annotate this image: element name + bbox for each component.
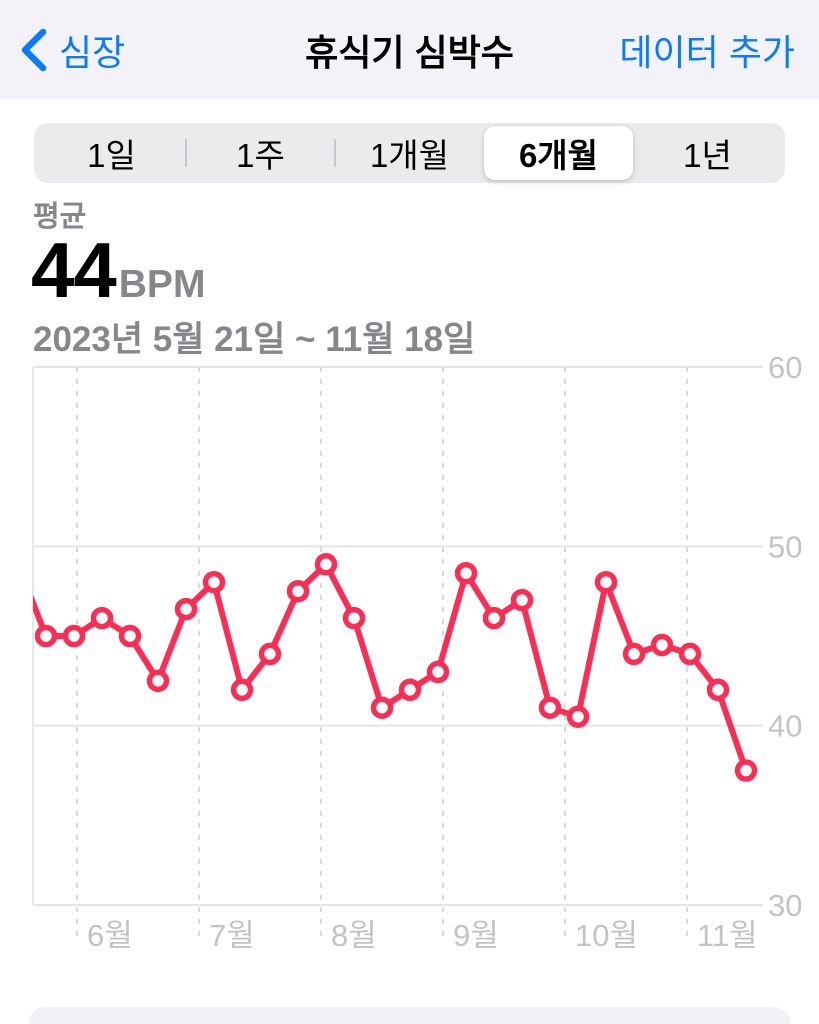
chevron-left-icon: [21, 28, 47, 71]
average-value: 44: [31, 226, 117, 314]
date-range: 2023년 5월 21일 ~ 11월 18일: [33, 320, 476, 359]
data-point-marker[interactable]: [34, 624, 58, 648]
period-segmented-control: 1일 1주 1개월 6개월 1년: [34, 123, 785, 183]
data-point-marker[interactable]: [734, 759, 758, 782]
period-option-4[interactable]: 6개월: [484, 126, 633, 180]
bottom-card: [28, 1007, 791, 1024]
average-unit: BPM: [118, 263, 206, 306]
data-point-marker[interactable]: [342, 606, 366, 630]
x-axis-label: 8월: [331, 918, 377, 953]
x-axis-label: 9월: [453, 918, 499, 953]
y-axis-label: 60: [768, 350, 802, 385]
period-option-2[interactable]: 1주: [186, 126, 335, 180]
metric-label: 평균: [33, 201, 87, 233]
y-axis-label: 30: [768, 888, 802, 923]
back-button[interactable]: 심장: [16, 0, 129, 99]
x-axis-label: 7월: [209, 918, 255, 953]
x-axis-label: 11월: [697, 918, 758, 953]
average-value-row: 44 BPM: [31, 231, 205, 309]
data-point-marker[interactable]: [538, 696, 562, 719]
data-point-marker[interactable]: [594, 570, 618, 594]
segment-divider: [185, 139, 187, 167]
data-point-marker[interactable]: [566, 705, 590, 728]
data-point-marker[interactable]: [622, 642, 646, 666]
data-point-marker[interactable]: [230, 678, 254, 702]
data-point-marker[interactable]: [314, 553, 338, 576]
data-point-marker[interactable]: [510, 588, 534, 612]
data-point-marker[interactable]: [174, 597, 198, 621]
x-axis-label: 6월: [87, 918, 133, 953]
back-label: 심장: [59, 31, 126, 73]
y-axis-label: 40: [768, 709, 802, 744]
data-point-marker[interactable]: [118, 624, 142, 648]
add-data-button[interactable]: 데이터 추가: [619, 0, 795, 99]
period-option-3[interactable]: 1개월: [335, 126, 484, 180]
data-point-marker[interactable]: [286, 579, 310, 603]
data-point-marker[interactable]: [370, 696, 394, 719]
period-option-5[interactable]: 1년: [633, 126, 782, 180]
data-point-marker[interactable]: [482, 606, 506, 630]
nav-bar: 심장 휴식기 심박수 데이터 추가: [0, 0, 819, 99]
data-point-marker[interactable]: [706, 678, 730, 702]
data-point-marker[interactable]: [90, 606, 114, 630]
data-point-marker[interactable]: [454, 561, 478, 585]
data-point-marker[interactable]: [202, 570, 226, 594]
series-line: [33, 561, 749, 774]
data-point-marker[interactable]: [426, 660, 450, 684]
segment-divider: [334, 139, 336, 167]
period-option-1[interactable]: 1일: [37, 126, 186, 180]
data-point-marker[interactable]: [62, 624, 86, 648]
data-point-marker[interactable]: [678, 642, 702, 666]
data-point-marker[interactable]: [650, 633, 674, 657]
x-axis-label: 10월: [575, 918, 638, 953]
data-point-marker[interactable]: [398, 678, 422, 702]
data-point-marker[interactable]: [258, 642, 282, 666]
heart-rate-series: [33, 553, 758, 782]
y-axis-label: 50: [768, 529, 802, 564]
data-point-marker[interactable]: [146, 669, 170, 693]
